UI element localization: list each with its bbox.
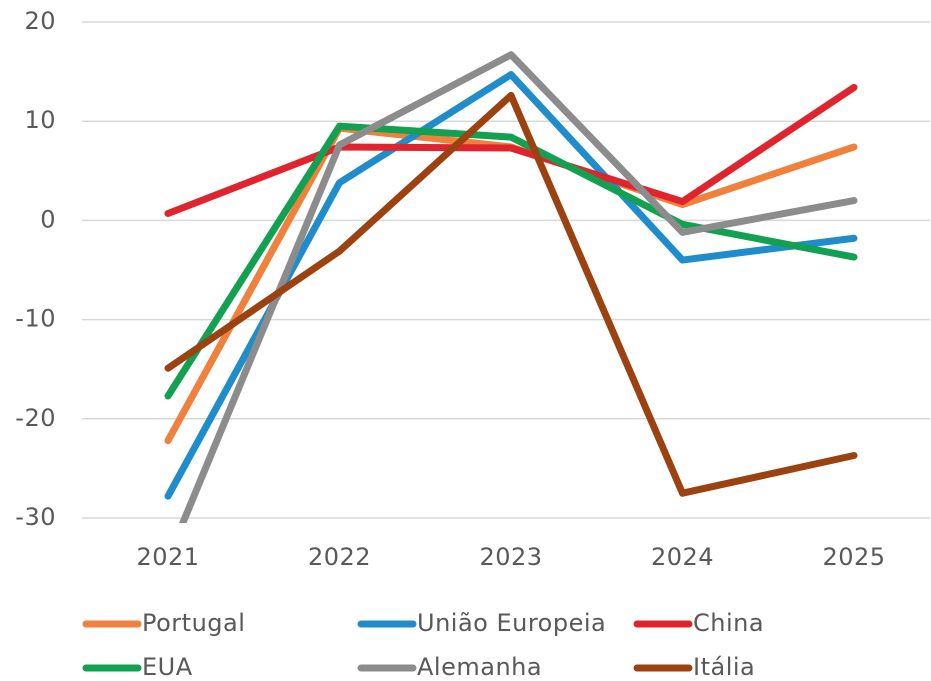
series-line [164,91,858,497]
y-tick-label: -30 [15,503,56,531]
series-line [164,83,858,217]
x-tick-label: 2021 [136,543,199,571]
x-tick-label: 2024 [651,543,714,571]
legend-label: Alemanha [417,653,542,681]
x-tick-label: 2022 [308,543,371,571]
legend-label: Itália [693,653,755,681]
y-tick-label: -20 [15,404,56,432]
legend-label: China [693,609,764,637]
y-tick-label: 10 [24,106,56,134]
legend-label: Portugal [142,609,245,637]
y-tick-label: 0 [40,205,56,233]
plot-area [164,51,858,523]
legend-label: União Europeia [417,609,606,637]
y-tick-label: 20 [24,7,56,35]
series-line [179,51,858,523]
legend-label: EUA [142,653,193,681]
series-line [164,122,858,400]
x-tick-label: 2023 [479,543,542,571]
y-tick-label: -10 [15,305,56,333]
x-tick-label: 2025 [822,543,885,571]
